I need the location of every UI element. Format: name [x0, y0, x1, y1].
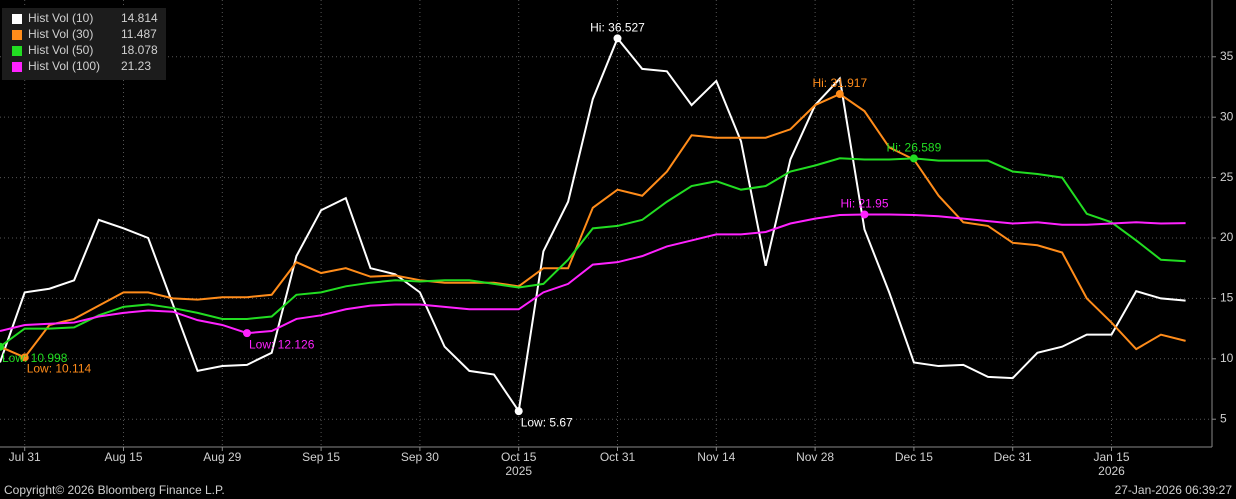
x-tick-label: Jan 15 — [1093, 450, 1129, 464]
x-tick-label: Dec 15 — [895, 450, 933, 464]
legend-swatch — [12, 14, 22, 24]
annotation-label: Hi: 21.95 — [840, 197, 888, 211]
legend-swatch — [12, 46, 22, 56]
y-tick-label: 15 — [1220, 291, 1234, 305]
annotation-marker — [909, 154, 918, 163]
y-tick-label: 20 — [1220, 230, 1234, 244]
y-tick-label: 30 — [1220, 109, 1234, 123]
y-tick-label: 25 — [1220, 170, 1234, 184]
legend-box — [2, 8, 166, 80]
legend-swatch — [12, 30, 22, 40]
x-year-label: 2026 — [1098, 464, 1125, 478]
annotation-marker — [613, 34, 622, 43]
x-tick-label: Aug 15 — [104, 450, 142, 464]
annotation-label: Low: 12.126 — [249, 337, 315, 351]
x-year-label: 2025 — [505, 464, 532, 478]
annotation-label: Low: 10.998 — [2, 351, 68, 365]
footer-left: Copyright© 2026 Bloomberg Finance L.P. — [4, 483, 225, 497]
annotation-marker — [860, 210, 869, 219]
series-line — [0, 36, 1186, 414]
legend-name: Hist Vol (30) — [28, 27, 93, 41]
legend-name: Hist Vol (10) — [28, 11, 93, 25]
legend-name: Hist Vol (100) — [28, 59, 100, 73]
annotation-marker — [243, 329, 251, 338]
y-tick-label: 5 — [1220, 411, 1227, 425]
legend-value: 11.487 — [121, 27, 157, 41]
annotation-marker — [20, 353, 29, 362]
x-tick-label: Sep 30 — [401, 450, 439, 464]
x-tick-label: Sep 15 — [302, 450, 340, 464]
series-line — [0, 92, 1186, 359]
x-tick-label: Jul 31 — [9, 450, 41, 464]
annotation-label: Hi: 26.589 — [887, 141, 942, 155]
x-tick-label: Oct 31 — [600, 450, 636, 464]
annotation-label: Low: 5.67 — [521, 415, 573, 429]
legend-swatch — [12, 62, 22, 72]
x-tick-label: Dec 31 — [994, 450, 1032, 464]
annotation-label: Hi: 31.917 — [812, 76, 867, 90]
x-tick-label: Nov 28 — [796, 450, 834, 464]
footer-right: 27-Jan-2026 06:39:27 — [1115, 483, 1233, 497]
x-tick-label: Oct 15 — [501, 450, 537, 464]
legend-value: 18.078 — [121, 43, 158, 57]
x-tick-label: Nov 14 — [697, 450, 735, 464]
annotation-marker — [0, 342, 4, 351]
annotation-label: Low: 10.114 — [27, 362, 92, 376]
legend-value: 14.814 — [121, 11, 158, 25]
series-line — [0, 157, 1186, 348]
series-line — [0, 213, 1186, 335]
annotation-label: Hi: 36.527 — [590, 21, 645, 35]
annotation-marker — [514, 407, 523, 416]
annotation-marker — [835, 90, 844, 99]
legend-value: 21.23 — [121, 59, 151, 73]
x-tick-label: Aug 29 — [203, 450, 241, 464]
y-tick-label: 10 — [1220, 351, 1234, 365]
legend-name: Hist Vol (50) — [28, 43, 93, 57]
y-tick-label: 35 — [1220, 49, 1234, 63]
